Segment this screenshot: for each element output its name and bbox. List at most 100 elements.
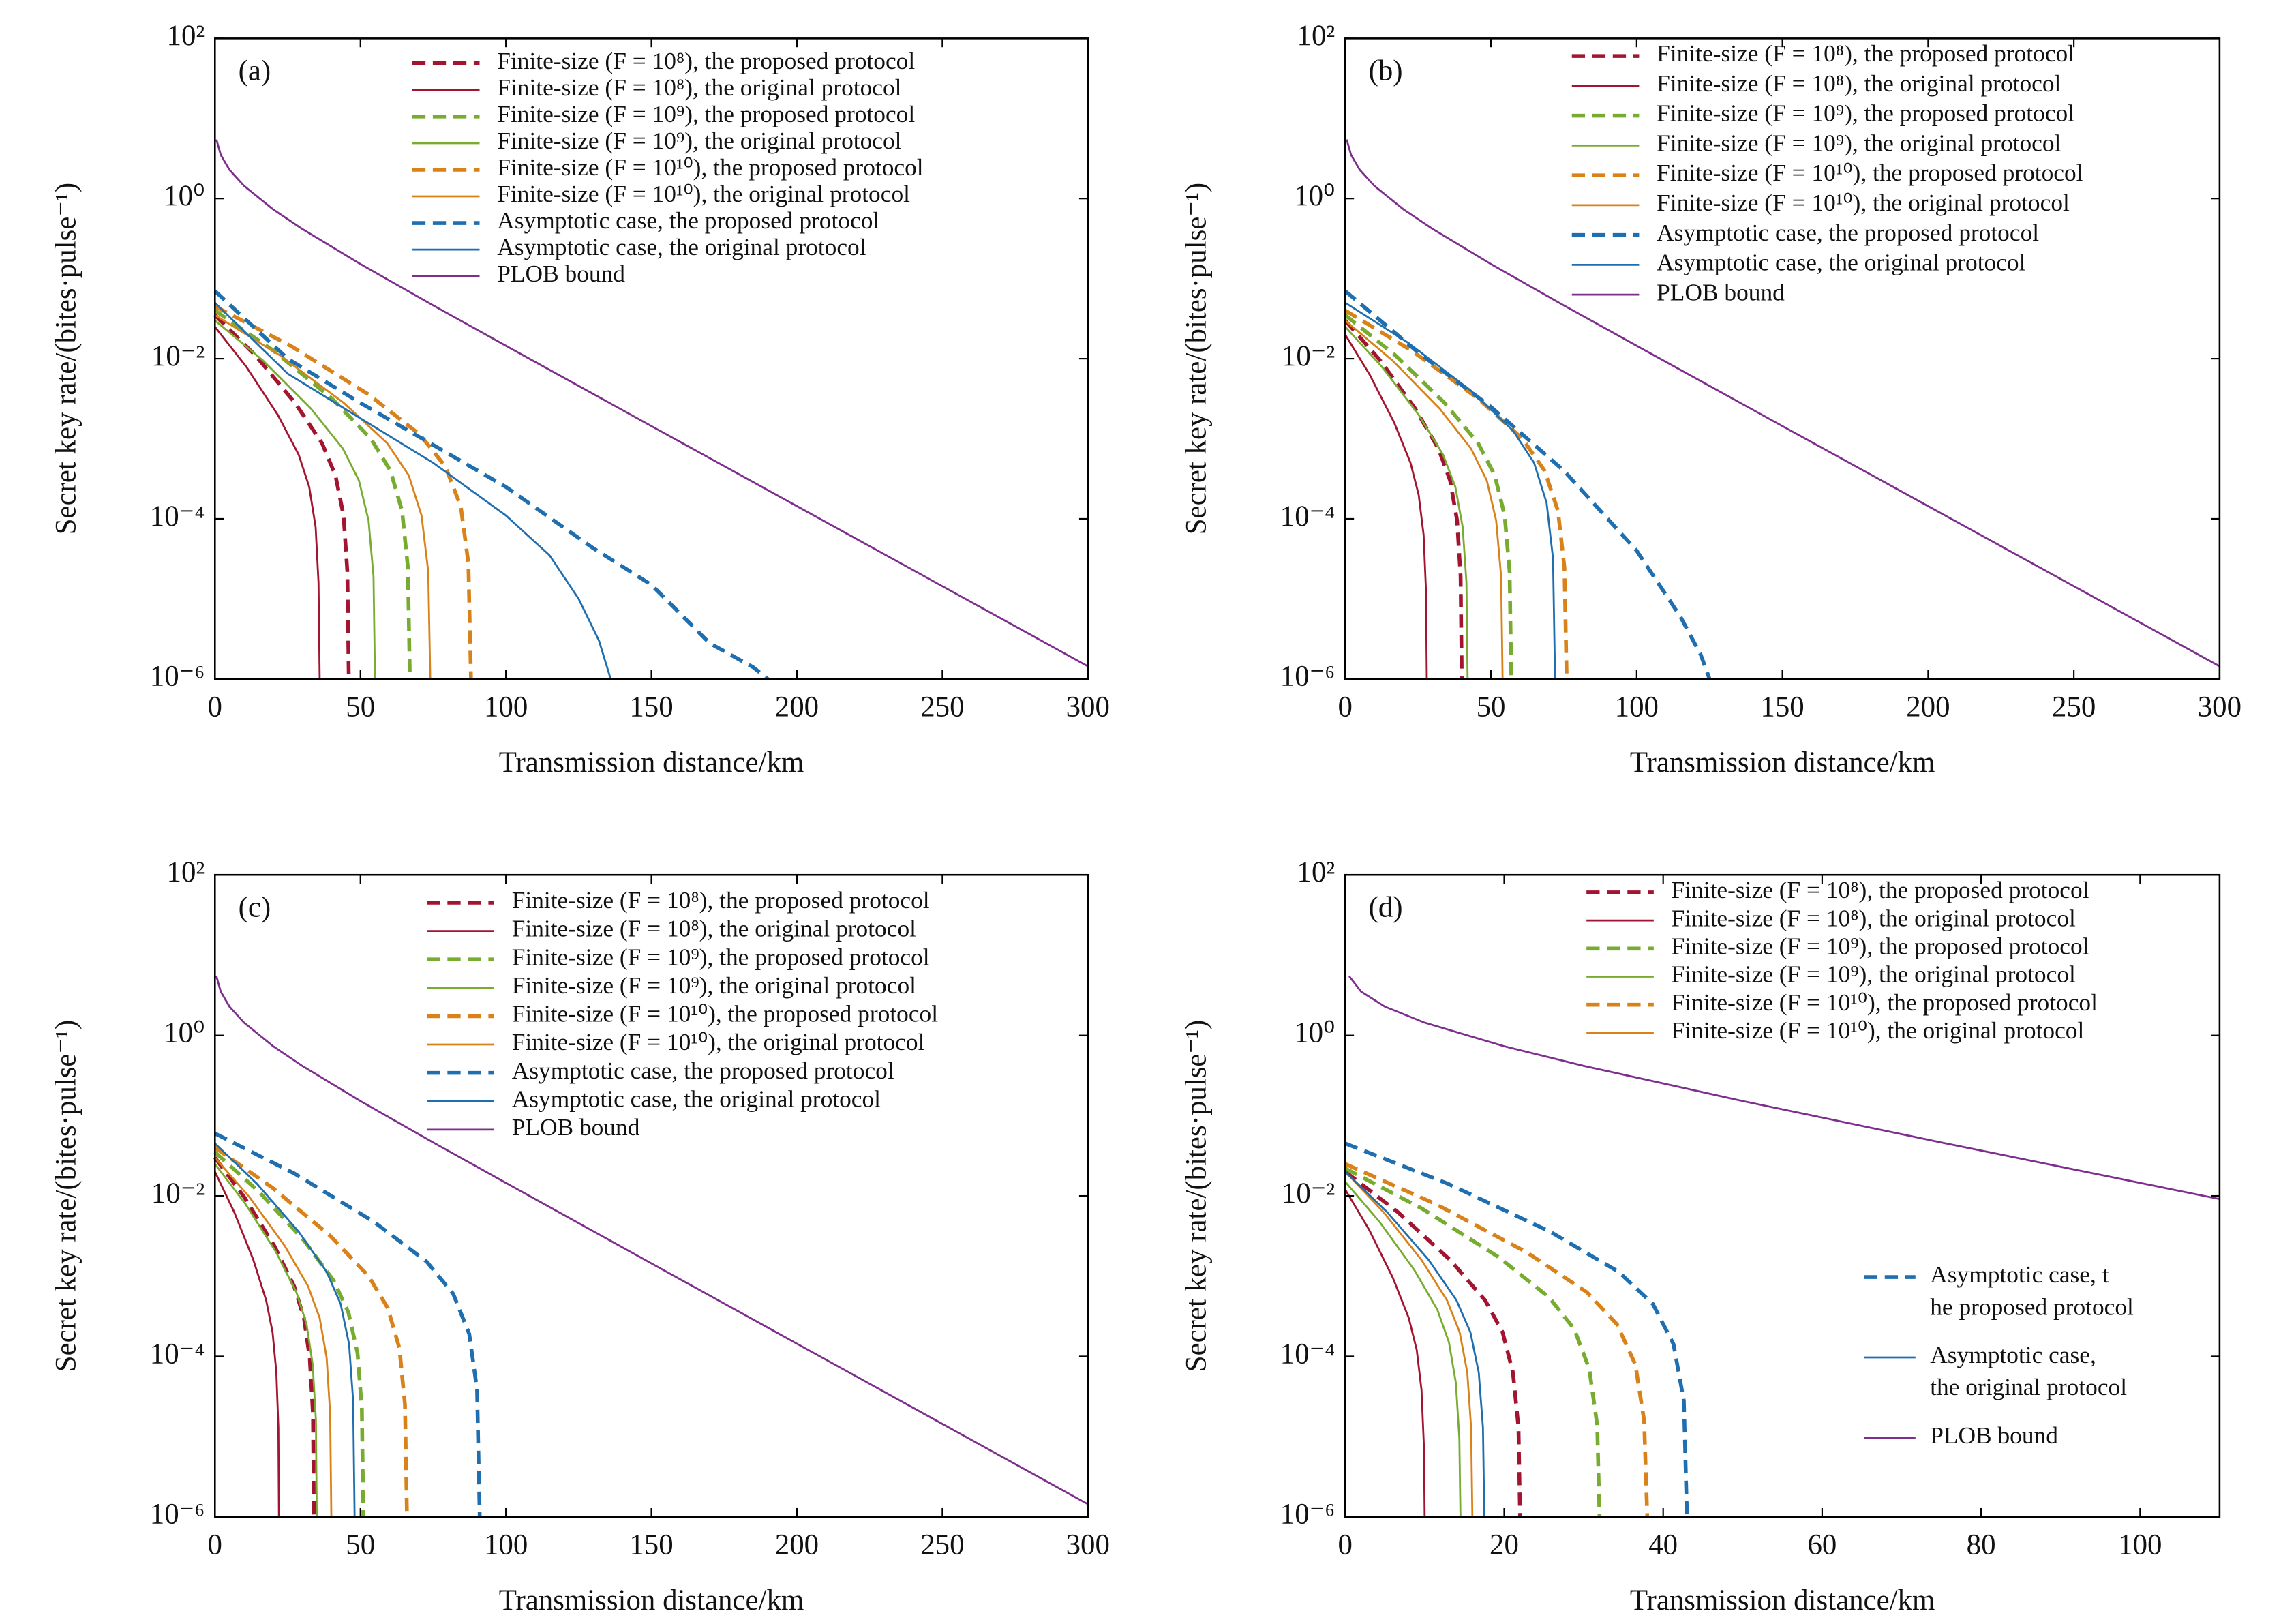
x-tick-label: 250: [920, 1529, 964, 1561]
legend-label: Finite-size (F = 10¹⁰), the original pro…: [1672, 1017, 2085, 1044]
legend-label: Finite-size (F = 10⁹), the original prot…: [497, 127, 901, 154]
x-tick-label: 100: [2118, 1529, 2162, 1561]
series-line: [1344, 319, 1464, 679]
y-tick-label: 10⁰: [164, 1017, 205, 1049]
series-line: [214, 326, 321, 679]
series-line: [1348, 976, 2220, 1201]
legend-label: Finite-size (F = 10⁹), the original prot…: [512, 972, 916, 999]
legend-label: Finite-size (F = 10¹⁰), the proposed pro…: [512, 1000, 939, 1027]
x-tick-label: 100: [1615, 691, 1659, 723]
series-line: [1344, 320, 1504, 679]
series-line: [1344, 1188, 1426, 1517]
panel: 0 50 100 150 200 250 300 10² 10⁰ 10⁻² 10⁻⁴ 10⁻⁶ Tran…: [50, 856, 1110, 1617]
series-line: [213, 314, 351, 679]
x-tick-label: 100: [484, 691, 528, 723]
series-line: [1344, 1181, 1462, 1517]
y-axis-label: Secret key rate/(bites·pulse⁻¹): [1181, 1020, 1213, 1372]
legend-label: Asymptotic case, the original protocol: [1930, 1341, 2127, 1400]
legend-label: Finite-size (F = 10¹⁰), the proposed pro…: [497, 153, 924, 181]
legend-label: Asymptotic case, the proposed protocol: [1657, 219, 2039, 246]
series-line: [213, 289, 770, 680]
x-tick-label: 150: [629, 691, 673, 723]
series-line: [1344, 1170, 1522, 1517]
y-tick-label: 10⁻²: [1282, 1177, 1335, 1209]
legend-label: Finite-size (F = 10⁹), the original prot…: [1672, 961, 2076, 988]
legend-label: Finite-size (F = 10⁹), the original prot…: [1657, 129, 2061, 156]
x-tick-label: 0: [208, 691, 222, 723]
panel: 0 20 40 60 80 100 10² 10⁰ 10⁻² 10⁻⁴ 10⁻⁶ Transmissi…: [1181, 856, 2221, 1617]
y-tick-label: 10⁻⁶: [150, 1499, 205, 1531]
y-tick-label: 10⁻²: [1282, 340, 1335, 372]
y-tick-label: 10²: [167, 856, 205, 888]
legend-label: Asymptotic case, the original protocol: [1657, 249, 2025, 276]
series-line: [1346, 139, 2220, 667]
x-tick-label: 300: [2198, 691, 2241, 723]
legend-label: Finite-size (F = 10¹⁰), the original pro…: [512, 1028, 925, 1055]
y-tick-label: 10²: [1297, 20, 1335, 52]
y-axis-label: Secret key rate/(bites·pulse⁻¹): [1181, 183, 1213, 535]
y-tick-label: 10⁻⁶: [150, 661, 205, 693]
y-tick-label: 10⁻⁴: [1280, 1338, 1335, 1370]
y-tick-label: 10⁻²: [151, 1177, 205, 1209]
x-tick-label: 300: [1066, 1529, 1110, 1561]
x-tick-label: 60: [1807, 1529, 1837, 1561]
legend-label: Finite-size (F = 10⁸), the proposed prot…: [1672, 876, 2089, 903]
y-tick-label: 10⁻⁶: [1280, 1499, 1335, 1531]
series-line: [214, 1163, 318, 1517]
series-line: [1344, 1167, 1602, 1517]
x-tick-label: 250: [2052, 691, 2096, 723]
x-axis-label: Transmission distance/km: [1630, 1584, 1935, 1617]
x-tick-label: 50: [1477, 691, 1506, 723]
legend-label: PLOB bound: [497, 260, 625, 287]
y-tick-label: 10⁻⁶: [1280, 661, 1335, 693]
panel: 0 50 100 150 200 250 300 10² 10⁰ 10⁻² 10⁻⁴ 10⁻⁶ Tran…: [1181, 20, 2241, 779]
x-tick-label: 40: [1648, 1529, 1678, 1561]
y-tick-label: 10⁻⁴: [150, 500, 205, 532]
y-tick-label: 10⁻²: [151, 340, 205, 372]
x-axis-label: Transmission distance/km: [499, 747, 804, 779]
panel-label: (d): [1369, 892, 1403, 924]
series-line: [213, 309, 412, 679]
panel: 0 50 100 150 200 250 300 10² 10⁰ 10⁻² 10⁻⁴ 10⁻⁶ Tran…: [50, 20, 1110, 779]
y-axis-label: Secret key rate/(bites·pulse⁻¹): [50, 1020, 82, 1372]
x-tick-label: 100: [484, 1529, 528, 1561]
legend-label: Finite-size (F = 10⁸), the original prot…: [497, 74, 901, 101]
series-line: [213, 1150, 365, 1517]
series-line: [215, 976, 1089, 1505]
legend-label: Finite-size (F = 10¹⁰), the original pro…: [1657, 189, 2070, 216]
legend-label: Finite-size (F = 10¹⁰), the proposed pro…: [1672, 989, 2098, 1016]
x-tick-label: 50: [346, 1529, 375, 1561]
legend-label: Finite-size (F = 10¹⁰), the proposed pro…: [1657, 159, 2083, 186]
x-tick-label: 200: [775, 1529, 819, 1561]
series-line: [1344, 1141, 1689, 1517]
series-line: [1344, 334, 1428, 679]
x-axis-label: Transmission distance/km: [499, 1584, 804, 1617]
series-line: [1344, 1171, 1485, 1517]
legend-label: Asymptotic case, the proposed protocol: [497, 207, 879, 234]
y-axis-label: Secret key rate/(bites·pulse⁻¹): [50, 183, 82, 535]
panel-label: (a): [239, 55, 271, 87]
x-tick-label: 200: [1906, 691, 1950, 723]
series-line: [1344, 314, 1513, 679]
series-line: [214, 314, 432, 679]
y-tick-label: 10⁰: [1294, 1017, 1335, 1049]
legend-label: PLOB bound: [1657, 278, 1785, 305]
x-tick-label: 50: [346, 691, 375, 723]
x-tick-label: 80: [1967, 1529, 1996, 1561]
series-line: [1344, 309, 1569, 679]
series-line: [214, 1156, 333, 1517]
legend-label: PLOB bound: [1930, 1422, 2058, 1449]
x-axis-label: Transmission distance/km: [1630, 747, 1935, 779]
series-line: [214, 319, 376, 679]
y-tick-label: 10²: [1297, 856, 1335, 888]
series-line: [213, 1145, 409, 1517]
legend-label: Finite-size (F = 10⁸), the original prot…: [512, 915, 916, 942]
legend-label: Finite-size (F = 10⁹), the proposed prot…: [1657, 100, 2074, 127]
panel-label: (b): [1369, 55, 1403, 87]
y-tick-label: 10⁰: [1294, 180, 1335, 212]
series-line: [1344, 301, 1556, 679]
series-line: [214, 1131, 482, 1517]
x-tick-label: 200: [775, 691, 819, 723]
